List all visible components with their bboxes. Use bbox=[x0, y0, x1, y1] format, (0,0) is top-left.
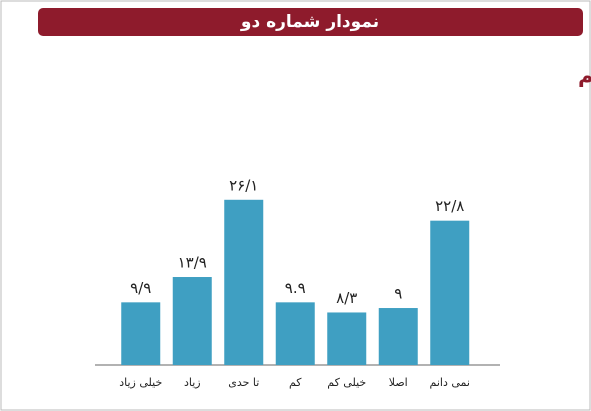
bar bbox=[378, 308, 418, 365]
bar bbox=[224, 199, 264, 365]
value-label: ۲۶/۱ bbox=[229, 176, 258, 194]
value-label: ۹ bbox=[394, 285, 402, 303]
x-tick-label: زیاد bbox=[184, 376, 201, 389]
value-label: ۲۲/۸ bbox=[435, 197, 464, 215]
x-tick-label: اصلا bbox=[389, 376, 408, 389]
bar bbox=[275, 302, 315, 365]
x-tick-label: تا حدی bbox=[228, 376, 259, 389]
bar bbox=[327, 312, 367, 365]
bar bbox=[172, 277, 212, 365]
chart-title: میزان تاثیرگذاری جنگ اوکراین بر مذاکرات … bbox=[578, 62, 591, 87]
value-label: ۹/۹ bbox=[130, 279, 151, 297]
x-tick-label: خیلی کم bbox=[327, 376, 366, 389]
value-label: ۱۳/۹ bbox=[178, 254, 207, 272]
x-tick-label: خیلی زیاد bbox=[119, 376, 162, 389]
header-title: نمودار شماره دو bbox=[240, 12, 379, 32]
value-label: ۹.۹ bbox=[285, 279, 306, 297]
header-banner bbox=[38, 8, 583, 36]
x-tick-label: کم bbox=[289, 376, 302, 389]
x-tick-label: نمی دانم bbox=[430, 376, 470, 389]
bar bbox=[121, 302, 161, 365]
bar bbox=[430, 220, 470, 365]
value-label: ۸/۳ bbox=[336, 289, 357, 307]
